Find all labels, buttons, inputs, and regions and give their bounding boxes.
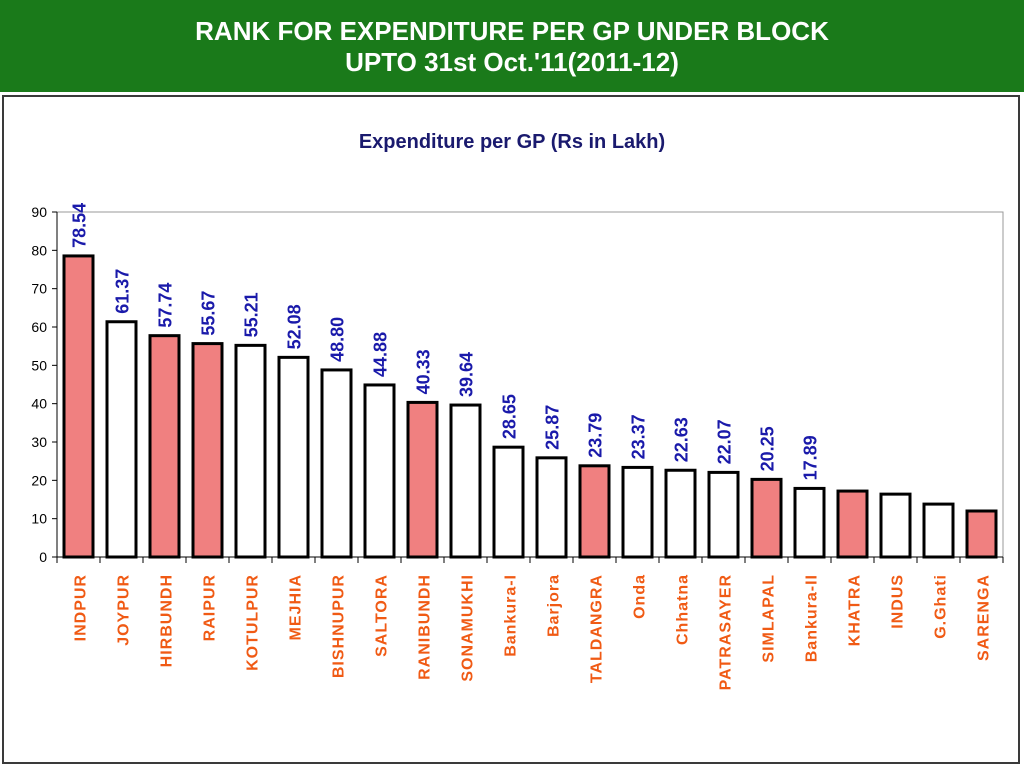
- y-tick-label: 50: [31, 357, 47, 373]
- data-label: 44.88: [371, 332, 391, 377]
- bar: [62, 254, 95, 559]
- category-label: RANIBUNDH: [417, 574, 434, 680]
- header-title-line2: UPTO 31st Oct.'11(2011-12): [345, 47, 679, 77]
- category-label: SONAMUKHI: [460, 574, 477, 682]
- category-label: PATRASAYER: [718, 574, 735, 690]
- bars: [62, 254, 998, 559]
- category-label: Onda: [632, 574, 649, 619]
- category-label: INDPUR: [73, 574, 90, 641]
- bar: [664, 468, 697, 559]
- bar: [363, 383, 396, 559]
- category-label: HIRBUNDH: [159, 574, 176, 667]
- category-labels: INDPUR JOYPUR HIRBUNDH RAIPUR KOTULPUR MEJHIA…: [73, 574, 993, 690]
- chart-title: Expenditure per GP (Rs in Lakh): [359, 131, 665, 153]
- category-label: SIMLAPAL: [761, 574, 778, 663]
- bar: [965, 509, 998, 559]
- data-label: 61.37: [113, 269, 133, 314]
- y-tick-label: 20: [31, 472, 47, 488]
- data-label: 25.87: [543, 405, 563, 450]
- bar: [621, 465, 654, 559]
- category-label: Barjora: [546, 574, 563, 637]
- data-label: 48.80: [328, 317, 348, 362]
- bar: [492, 445, 525, 559]
- category-label: Chhatna: [675, 574, 692, 645]
- bar: [148, 334, 181, 559]
- bar: [535, 456, 568, 559]
- y-tick-label: 40: [31, 396, 47, 412]
- bar: [836, 489, 869, 559]
- bar: [191, 342, 224, 559]
- y-tick-label: 70: [31, 281, 47, 297]
- data-label: 23.79: [586, 413, 606, 458]
- category-label: INDUS: [890, 574, 907, 629]
- y-tick-label: 0: [39, 549, 47, 565]
- data-label: 23.37: [629, 414, 649, 459]
- category-label: RAIPUR: [202, 574, 219, 641]
- bar: [234, 343, 267, 559]
- bar: [105, 320, 138, 559]
- category-label: BISHNUPUR: [331, 574, 348, 678]
- data-labels: 78.54 61.37 57.74 55.67 55.21 52.08 48.80 44.88…: [70, 203, 821, 481]
- category-label: TALDANGRA: [589, 574, 606, 683]
- category-label: Bankura-I: [503, 574, 520, 657]
- header-title-line1: RANK FOR EXPENDITURE PER GP UNDER BLOCK: [195, 16, 829, 46]
- category-label: G.Ghati: [933, 574, 950, 639]
- category-label: Bankura-II: [804, 574, 821, 662]
- bar: [578, 464, 611, 559]
- data-label: 17.89: [801, 435, 821, 480]
- header-banner: RANK FOR EXPENDITURE PER GP UNDER BLOCK …: [0, 0, 1024, 92]
- category-label: JOYPUR: [116, 574, 133, 646]
- bar: [449, 403, 482, 559]
- data-label: 22.07: [715, 419, 735, 464]
- category-label: SALTORA: [374, 574, 391, 657]
- y-tick-label: 60: [31, 319, 47, 335]
- data-label: 55.21: [242, 292, 262, 337]
- bar: [707, 470, 740, 559]
- data-label: 78.54: [70, 203, 90, 248]
- bar: [406, 400, 439, 559]
- data-label: 40.33: [414, 349, 434, 394]
- y-tick-label: 30: [31, 434, 47, 450]
- category-label: KHATRA: [847, 574, 864, 646]
- data-label: 55.67: [199, 291, 219, 336]
- y-tick-label: 10: [31, 511, 47, 527]
- bar: [922, 502, 955, 559]
- data-label: 39.64: [457, 352, 477, 397]
- data-label: 52.08: [285, 304, 305, 349]
- bar: [750, 477, 783, 559]
- data-label: 20.25: [758, 426, 778, 471]
- data-label: 28.65: [500, 394, 520, 439]
- bar: [879, 492, 912, 559]
- bar: [320, 368, 353, 559]
- y-tick-label: 80: [31, 242, 47, 258]
- bar: [793, 486, 826, 559]
- category-label: MEJHIA: [288, 574, 305, 640]
- data-label: 22.63: [672, 417, 692, 462]
- bar: [277, 355, 310, 559]
- category-label: SARENGA: [976, 574, 993, 661]
- category-label: KOTULPUR: [245, 574, 262, 671]
- y-tick-label: 90: [31, 204, 47, 220]
- data-label: 57.74: [156, 283, 176, 328]
